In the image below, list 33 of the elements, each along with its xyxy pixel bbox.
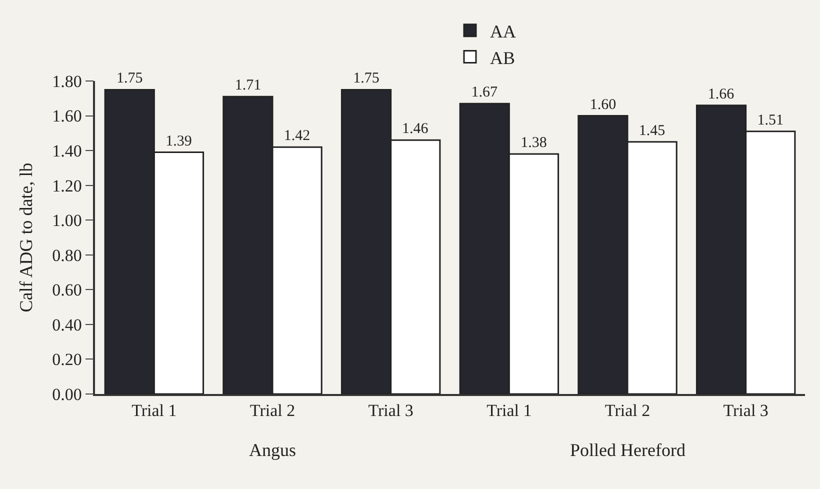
y-tick-label: 1.00 [52, 211, 82, 230]
x-tick-label: Trial 3 [723, 401, 768, 420]
data-label: 1.71 [234, 78, 262, 94]
data-label: 1.60 [590, 96, 616, 113]
y-tick-label: 1.40 [52, 142, 82, 161]
data-label: 1.38 [520, 135, 547, 152]
data-label: 1.42 [284, 128, 310, 144]
y-tick-label: 0.60 [52, 280, 82, 300]
y-tick-label: 1.60 [52, 106, 82, 126]
y-tick-label: 0.80 [52, 246, 82, 265]
legend-label: AB [490, 48, 516, 68]
x-tick-label: Trial 1 [486, 401, 532, 420]
data-label: 1.75 [116, 70, 143, 87]
legend-label: AA [490, 21, 516, 42]
y-tick-label: 0.20 [52, 350, 82, 370]
y-tick-label: 1.20 [52, 176, 82, 196]
text: Polled Hereford [570, 440, 686, 460]
data-label: 1.39 [166, 133, 192, 150]
x-tick-label: Trial 2 [604, 401, 650, 420]
x-tick-label: Trial 2 [250, 401, 296, 420]
data-label: 1.51 [757, 112, 784, 128]
data-label: 1.67 [471, 84, 498, 101]
data-label: 1.45 [638, 122, 666, 139]
text: Angus [249, 440, 296, 460]
data-label: 1.75 [353, 70, 380, 87]
x-tick-label: Trial 1 [132, 401, 177, 420]
data-label: 1.66 [708, 86, 735, 102]
x-tick-label: Trial 3 [368, 401, 414, 420]
y-tick-label: 0.40 [52, 315, 82, 334]
data-label: 1.46 [402, 121, 429, 138]
y-tick-label: 0.00 [52, 384, 82, 404]
y-axis-title: Calf ADG to date, lb [16, 162, 36, 312]
y-tick-label: 1.80 [52, 72, 82, 91]
